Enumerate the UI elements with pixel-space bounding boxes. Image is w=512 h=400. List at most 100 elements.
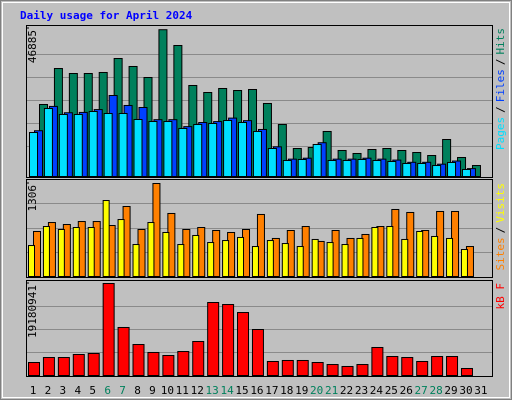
- bar: [356, 364, 369, 376]
- x-tick-label: 2: [45, 384, 52, 397]
- bar: [372, 159, 382, 177]
- bar: [147, 222, 155, 277]
- legend-separator: /: [494, 106, 507, 113]
- chart-title: Daily usage for April 2024: [20, 9, 193, 22]
- bar: [147, 351, 160, 376]
- bar: [28, 362, 40, 376]
- x-tick-label: 29: [444, 384, 457, 397]
- bar: [460, 367, 473, 377]
- bar: [148, 121, 158, 178]
- x-tick-label: 23: [355, 384, 368, 397]
- x-tick-label: 17: [265, 384, 278, 397]
- bar: [461, 168, 471, 178]
- x-tick-label: 11: [176, 384, 189, 397]
- x-tick-label: 7: [119, 384, 126, 397]
- legend-separator: /: [494, 227, 507, 234]
- bar: [28, 245, 35, 278]
- bar: [341, 365, 354, 377]
- bar: [267, 148, 277, 177]
- bar: [386, 226, 394, 278]
- y-tick-label: 1306: [26, 185, 39, 212]
- x-tick-label: 20: [310, 384, 323, 397]
- bar: [432, 165, 442, 177]
- bar: [296, 359, 309, 377]
- x-tick-label: 1: [30, 384, 37, 397]
- x-tick-label: 13: [206, 384, 219, 397]
- bar: [73, 114, 83, 177]
- legend: kB F: [494, 283, 507, 310]
- bar: [162, 354, 175, 377]
- bar: [118, 112, 128, 177]
- y-tick-label: 46885: [26, 30, 39, 63]
- bar: [58, 114, 68, 177]
- bar: [57, 357, 70, 377]
- bar: [43, 108, 53, 177]
- bar: [163, 121, 173, 178]
- bar: [402, 162, 412, 178]
- x-tick-label: 12: [191, 384, 204, 397]
- y-tick-label: 19180941: [26, 285, 39, 338]
- bar: [117, 219, 125, 278]
- legend: Sites / Visits: [494, 183, 507, 271]
- x-tick-label: 26: [400, 384, 413, 397]
- x-tick-label: 25: [385, 384, 398, 397]
- bar: [252, 130, 262, 177]
- bar: [326, 242, 334, 278]
- bar: [87, 352, 100, 377]
- legend-item: Pages: [494, 117, 507, 150]
- bar: [207, 242, 215, 278]
- x-tick-label: 9: [149, 384, 156, 397]
- bar: [132, 344, 145, 376]
- bar: [312, 143, 322, 177]
- bar: [133, 118, 143, 177]
- bar: [431, 235, 439, 277]
- bar: [178, 127, 188, 177]
- x-tick-label: 3: [60, 384, 67, 397]
- bar: [177, 351, 190, 376]
- bar: [222, 240, 230, 277]
- bar: [446, 237, 454, 278]
- x-tick-label: 10: [161, 384, 174, 397]
- bar: [237, 236, 245, 278]
- x-tick-label: 8: [134, 384, 141, 397]
- bar: [326, 364, 339, 376]
- bar: [386, 356, 399, 376]
- bar: [416, 360, 429, 377]
- bar: [356, 237, 364, 278]
- bar: [72, 353, 85, 376]
- x-tick-label: 6: [104, 384, 111, 397]
- bar: [297, 158, 307, 177]
- bar: [72, 227, 80, 278]
- bar: [266, 360, 279, 377]
- legend-separator: /: [494, 59, 507, 66]
- x-tick-label: 21: [325, 384, 338, 397]
- x-tick-label: 27: [415, 384, 428, 397]
- x-tick-label: 19: [295, 384, 308, 397]
- bar: [460, 249, 468, 278]
- bar: [222, 304, 235, 377]
- bar: [431, 356, 444, 376]
- bar: [192, 234, 200, 277]
- legend-item: Hits: [494, 28, 507, 55]
- bar: [223, 120, 233, 177]
- x-tick-label: 5: [89, 384, 96, 397]
- x-tick-label: 15: [235, 384, 248, 397]
- bar: [311, 238, 319, 277]
- x-tick-label: 22: [340, 384, 353, 397]
- bar: [57, 229, 65, 277]
- bar: [256, 213, 265, 277]
- legend-item: Visits: [494, 183, 507, 223]
- bar: [417, 162, 427, 178]
- x-tick-label: 31: [474, 384, 487, 397]
- bar: [327, 159, 337, 177]
- bar: [42, 226, 50, 278]
- bar: [207, 301, 220, 377]
- bar: [442, 139, 452, 178]
- bar: [177, 244, 185, 277]
- bar: [296, 246, 304, 278]
- bar: [173, 44, 183, 178]
- bar: [87, 227, 95, 278]
- bar: [208, 122, 218, 177]
- bar: [88, 111, 98, 177]
